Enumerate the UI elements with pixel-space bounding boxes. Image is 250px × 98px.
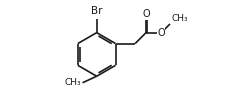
Text: Br: Br [91, 6, 102, 16]
Text: O: O [142, 9, 150, 19]
Text: O: O [158, 28, 165, 38]
Text: CH₃: CH₃ [171, 14, 188, 23]
Text: CH₃: CH₃ [65, 78, 82, 87]
